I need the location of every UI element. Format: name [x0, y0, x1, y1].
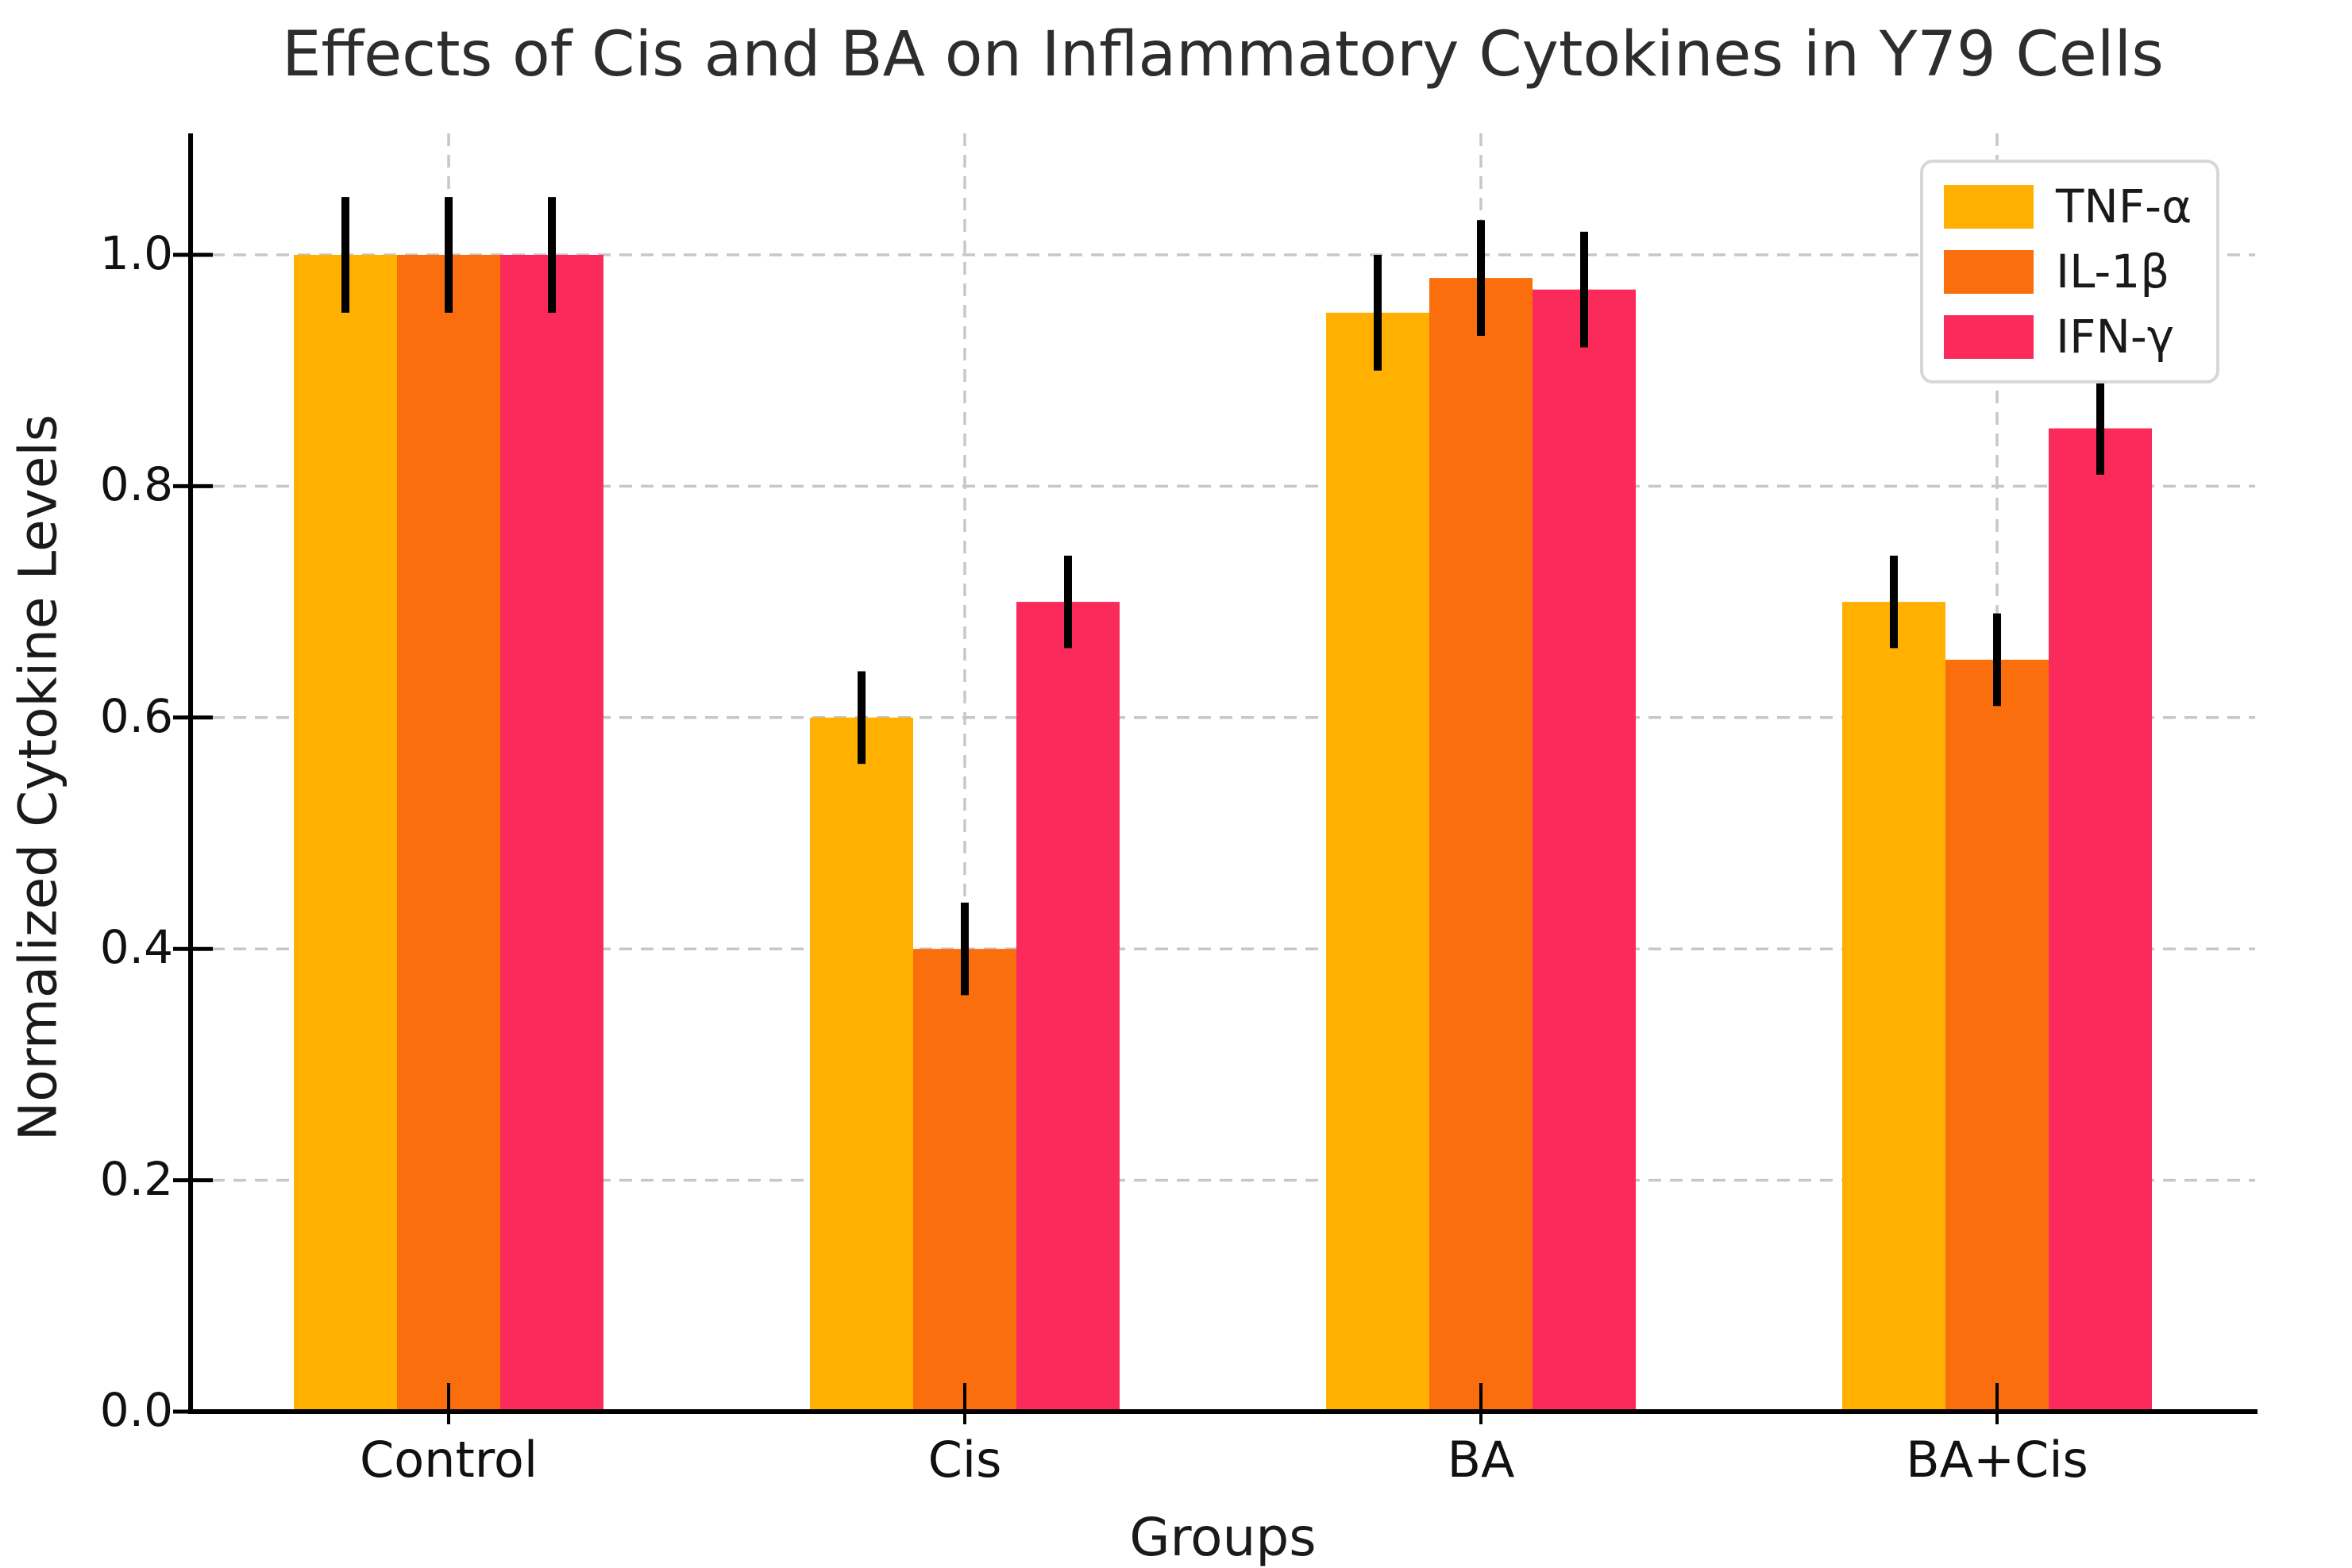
y-tick-label: 0.2	[99, 1151, 173, 1206]
legend-swatch-icon	[1944, 314, 2034, 359]
legend-label: IL-1β	[2056, 245, 2170, 299]
bar-IL-1β-Control	[397, 255, 500, 1412]
x-tick-label: Control	[359, 1431, 538, 1489]
y-tick-label: 1.0	[99, 226, 173, 280]
y-tick-label: 0.4	[99, 920, 173, 975]
legend-item: IL-1β	[1944, 245, 2208, 299]
bar-TNF-α-BA+Cis	[1842, 602, 1945, 1412]
chart-title: Effects of Cis and BA on Inflammatory Cy…	[282, 19, 2164, 91]
legend-swatch-icon	[1944, 249, 2034, 294]
bar-IL-1β-BA	[1429, 278, 1533, 1412]
legend-label: IFN-γ	[2056, 310, 2175, 364]
y-tick-label: 0.8	[99, 457, 173, 512]
bar-IFN-γ-Control	[500, 255, 603, 1412]
bar-IFN-γ-Cis	[1016, 602, 1120, 1412]
bar-TNF-α-Cis	[810, 717, 913, 1412]
bar-TNF-α-Control	[294, 255, 397, 1412]
bar-TNF-α-BA	[1326, 312, 1429, 1412]
bar-IL-1β-BA+Cis	[1945, 659, 2049, 1412]
x-tick-label: BA	[1447, 1431, 1515, 1489]
legend-item: IFN-γ	[1944, 310, 2208, 364]
y-tick-label: 0.6	[99, 688, 173, 743]
legend-item: TNF-α	[1944, 179, 2208, 233]
bar-IL-1β-Cis	[913, 949, 1016, 1412]
x-tick-label: BA+Cis	[1906, 1431, 2088, 1489]
legend: TNF-α IL-1β IFN-γ	[1920, 160, 2219, 383]
bar-IFN-γ-BA	[1533, 289, 1636, 1412]
legend-swatch-icon	[1944, 184, 2034, 229]
legend-label: TNF-α	[2056, 179, 2192, 233]
bar-IFN-γ-BA+Cis	[2049, 428, 2152, 1412]
x-tick-label: Cis	[927, 1431, 1002, 1489]
x-axis-label: Groups	[1129, 1507, 1317, 1568]
y-tick-label: 0.0	[99, 1383, 173, 1437]
